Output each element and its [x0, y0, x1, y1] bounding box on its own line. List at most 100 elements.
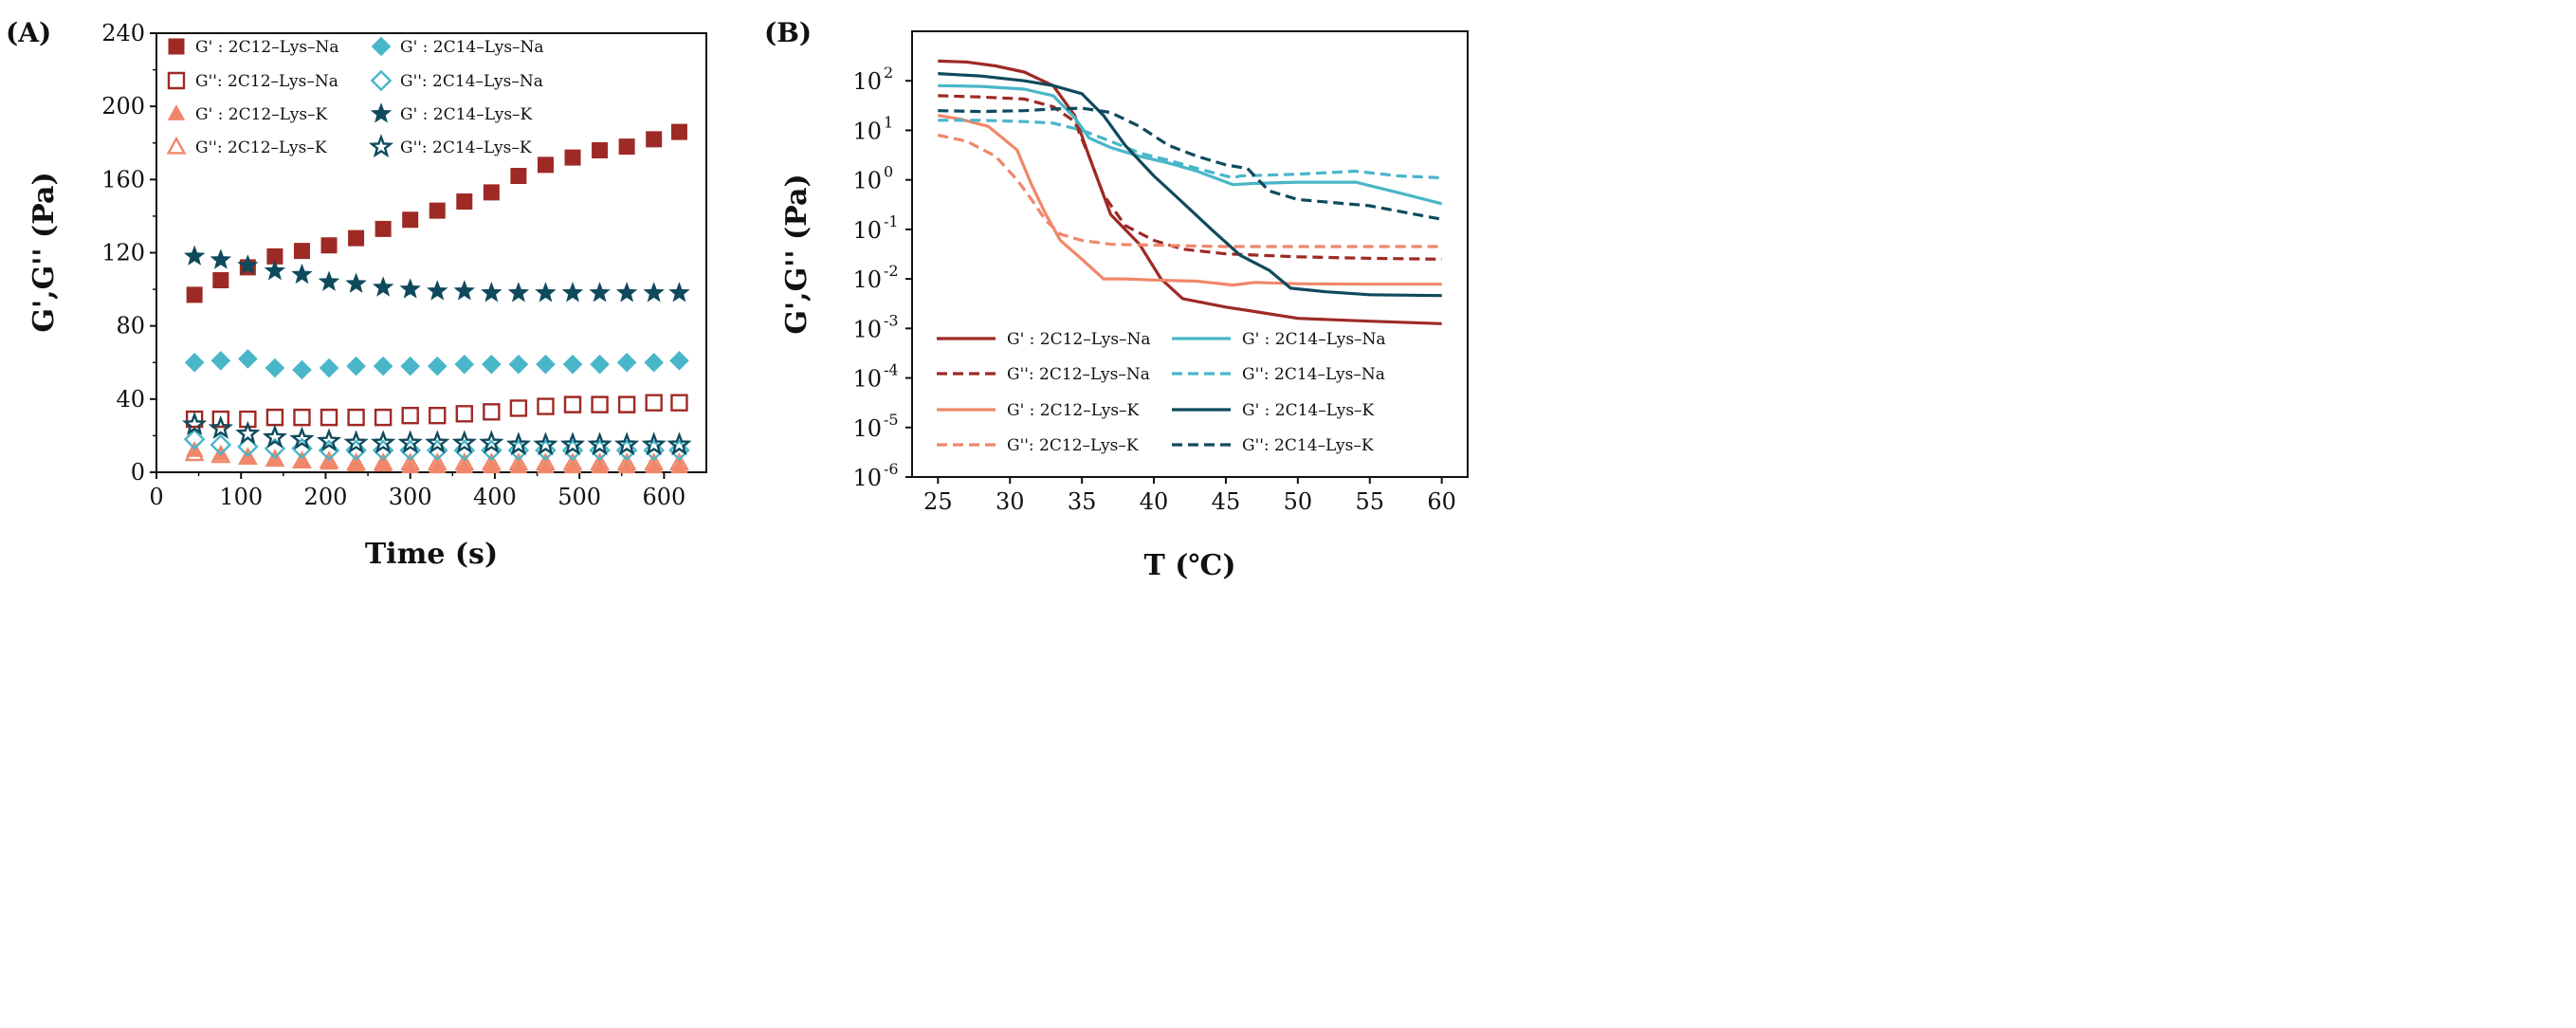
data-point	[645, 394, 663, 412]
data-point	[346, 356, 366, 376]
panel-a-label: (A)	[6, 17, 51, 48]
y-tick-exponent: -2	[884, 262, 899, 280]
data-point	[427, 280, 448, 301]
x-tick-label: 60	[1427, 488, 1456, 515]
data-point	[266, 248, 283, 265]
legend-label: G'': 2C12–Lys–Na	[195, 72, 338, 91]
legend-label: G' : 2C14–Lys–Na	[400, 38, 544, 57]
data-point	[399, 439, 421, 462]
data-point	[562, 452, 583, 470]
data-point	[262, 424, 288, 449]
data-point	[669, 452, 689, 470]
legend-label: G' : 2C12–Lys–K	[195, 105, 328, 124]
x-tick-label: 300	[389, 484, 432, 510]
data-point	[644, 352, 664, 373]
data-point	[643, 282, 665, 303]
series-1	[185, 394, 688, 429]
y-tick-label: 40	[116, 386, 145, 413]
y-tick-label: 10	[852, 217, 882, 244]
data-point	[345, 439, 367, 462]
data-point	[343, 430, 369, 454]
x-tick-label: 0	[149, 484, 163, 510]
data-point	[667, 431, 692, 456]
data-point	[668, 282, 690, 303]
y-tick-exponent: -1	[884, 212, 899, 230]
series-line-5	[938, 119, 1442, 180]
data-point	[399, 278, 421, 299]
data-point	[373, 452, 393, 470]
x-tick-label: 35	[1068, 488, 1097, 515]
panel-a-y-axis: 0 40 80 120 160 200 240	[101, 20, 156, 486]
series-line-4	[938, 83, 1443, 206]
legend-label: G' : 2C14–Lys–K	[400, 105, 533, 124]
data-point	[426, 439, 448, 462]
data-point	[371, 430, 396, 454]
y-tick-label: 10	[852, 316, 882, 342]
y-tick-label: 120	[101, 240, 145, 266]
y-tick-label: 10	[852, 118, 882, 144]
data-point	[318, 270, 340, 291]
data-point	[183, 428, 206, 450]
data-point	[237, 254, 259, 275]
data-point	[617, 395, 636, 413]
panel-a-x-axis-title: Time (s)	[365, 538, 498, 571]
data-point	[372, 439, 394, 462]
data-point	[375, 220, 392, 237]
y-tick-exponent: -6	[884, 460, 899, 478]
series-line-7	[938, 106, 1442, 221]
legend-label: G' : 2C12–Lys–Na	[1007, 330, 1151, 349]
y-tick-base: 10	[852, 168, 882, 194]
data-point	[616, 352, 637, 373]
data-point	[265, 408, 284, 427]
legend-label: G'': 2C14–Lys–K	[1242, 436, 1374, 455]
data-point	[481, 439, 502, 462]
x-tick-label: 600	[642, 484, 685, 510]
y-tick-exponent: 0	[884, 163, 893, 181]
series-0	[186, 123, 687, 303]
y-tick-label: 0	[131, 459, 145, 486]
data-point	[346, 452, 367, 470]
y-tick-label: 200	[101, 93, 145, 119]
data-point	[479, 430, 504, 454]
data-point	[453, 280, 476, 301]
data-point	[292, 359, 312, 380]
legend-label: G'': 2C14–Lys–Na	[400, 72, 543, 91]
data-point	[372, 276, 394, 297]
panel-b-series-lines	[937, 59, 1443, 325]
panel-a-plot-frame	[155, 32, 707, 473]
y-tick-base: 10	[852, 266, 882, 293]
series-6	[183, 245, 690, 303]
panel-a-data-points	[182, 123, 692, 474]
x-tick-label: 25	[923, 488, 953, 515]
y-tick-label: 10	[852, 266, 882, 293]
y-tick-exponent: -5	[884, 411, 899, 429]
data-point	[237, 435, 259, 458]
legend-label: G'': 2C12–Lys–Na	[1007, 365, 1150, 384]
data-point	[347, 408, 365, 427]
series-line-3	[937, 133, 1442, 248]
data-point	[400, 356, 420, 376]
series-line-2	[938, 114, 1442, 287]
data-point	[669, 351, 689, 371]
data-point	[589, 282, 611, 303]
data-point	[507, 439, 530, 462]
legend-marker	[166, 136, 187, 155]
x-tick-label: 50	[1284, 488, 1313, 515]
legend-marker	[167, 104, 186, 120]
data-point	[208, 414, 233, 439]
legend-label: G' : 2C14–Lys–K	[1242, 401, 1375, 420]
data-point	[643, 439, 665, 462]
legend-marker	[370, 69, 393, 92]
series-4	[184, 349, 689, 380]
data-point	[591, 395, 609, 413]
data-point	[183, 245, 206, 266]
data-point	[615, 282, 638, 303]
y-tick-label: 160	[101, 166, 145, 193]
data-point	[237, 447, 258, 466]
legend-label: G'': 2C12–Lys–K	[1007, 436, 1139, 455]
y-tick-base: 10	[852, 316, 882, 342]
y-tick-exponent: 2	[884, 64, 893, 82]
legend-marker	[368, 134, 394, 158]
legend-label: G'': 2C14–Lys–K	[400, 138, 532, 157]
